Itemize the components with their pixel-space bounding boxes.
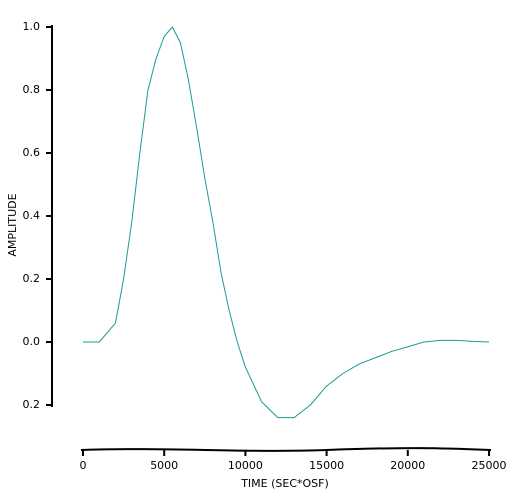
y-tick-label: 0.8 <box>23 83 41 96</box>
y-tick-label: 0.2 <box>23 272 41 285</box>
y-tick-label: 0.2 <box>23 398 41 411</box>
x-tick-label: 25000 <box>472 459 507 472</box>
x-axis-label: TIME (SEC*OSF) <box>240 477 329 490</box>
y-tick-label: 1.0 <box>23 20 41 33</box>
y-tick-label: 0.4 <box>23 209 41 222</box>
x-tick-label: 15000 <box>309 459 344 472</box>
x-tick-label: 10000 <box>228 459 263 472</box>
x-tick-label: 20000 <box>390 459 425 472</box>
x-axis-line <box>80 447 492 452</box>
y-tick-label: 0.6 <box>23 146 41 159</box>
y-tick-label: 0.0 <box>23 335 41 348</box>
x-tick-label: 0 <box>80 459 87 472</box>
x-tick-label: 5000 <box>150 459 178 472</box>
y-axis-label: AMPLITUDE <box>6 193 19 256</box>
line <box>83 26 490 419</box>
